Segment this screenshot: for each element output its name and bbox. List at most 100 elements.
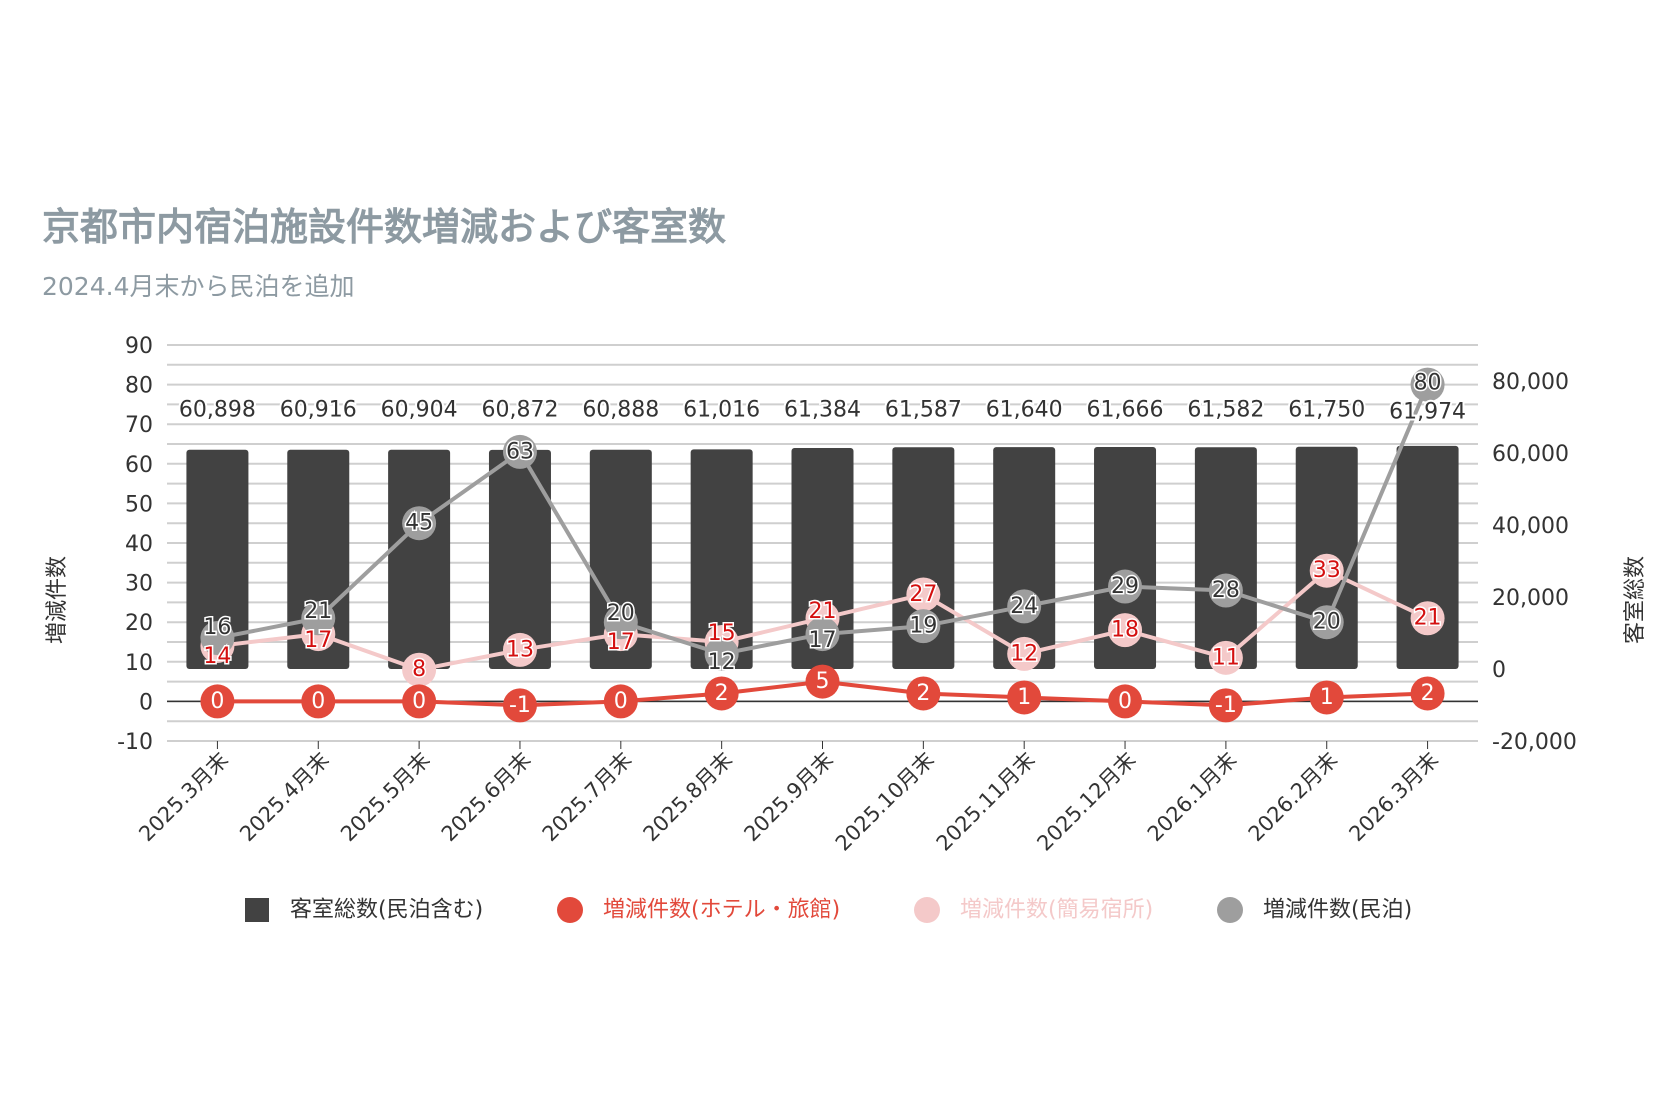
- bar: [1194, 447, 1257, 669]
- data-point: [502, 688, 537, 723]
- legend-swatch: [557, 897, 583, 923]
- left-axis-title: 増減件数: [45, 556, 70, 644]
- data-point: [603, 605, 638, 640]
- chart-subtitle: 2024.4月末から民泊を追加: [42, 272, 354, 301]
- point-data-label: 5: [816, 669, 830, 694]
- data-point: [1309, 553, 1344, 588]
- bar-data-label: 61,666: [1087, 398, 1164, 423]
- bar-data-label: 61,384: [784, 398, 861, 423]
- data-point: [502, 434, 537, 469]
- bar-data-label: 61,750: [1288, 398, 1365, 423]
- data-point: [1208, 688, 1243, 723]
- bar-data-label: 61,016: [683, 398, 760, 423]
- x-tick-label: 2025.12月末: [1032, 748, 1140, 856]
- bar-data-label: 60,904: [381, 398, 458, 423]
- point-data-label: 14: [203, 644, 231, 669]
- data-point: [1007, 636, 1042, 671]
- point-data-label: 33: [1313, 558, 1341, 583]
- data-point: [1108, 613, 1143, 648]
- point-data-label: 11: [1212, 645, 1240, 670]
- data-point: [502, 632, 537, 667]
- legend-swatch: [914, 897, 940, 923]
- x-tick-label: 2025.9月末: [739, 748, 838, 847]
- right-tick-label: 40,000: [1492, 514, 1569, 539]
- bar: [690, 449, 753, 669]
- x-tick-label: 2025.10月末: [831, 748, 939, 856]
- right-axis-title: 客室総数: [1623, 556, 1648, 644]
- point-data-label: 21: [1414, 606, 1442, 631]
- data-point: [1208, 573, 1243, 608]
- data-point: [402, 684, 437, 719]
- point-data-label: 28: [1212, 578, 1240, 603]
- bar: [892, 447, 955, 669]
- bar: [589, 449, 652, 669]
- right-tick-label: 20,000: [1492, 586, 1569, 611]
- bar: [488, 449, 551, 669]
- data-point: [301, 601, 336, 636]
- point-data-label: 2: [715, 681, 729, 706]
- point-data-label: -1: [509, 693, 531, 718]
- legend-label: 客室総数(民泊含む): [290, 898, 483, 923]
- bar-data-label: 60,898: [179, 398, 256, 423]
- bar-data-label: 60,872: [481, 398, 558, 423]
- legend-swatch: [1217, 897, 1243, 923]
- right-tick-label: 60,000: [1492, 442, 1569, 467]
- bar-data-label: 61,587: [885, 398, 962, 423]
- x-tick-label: 2025.6月末: [437, 748, 536, 847]
- point-data-label: 18: [1111, 618, 1139, 643]
- data-point: [1410, 367, 1445, 402]
- bar-series: [186, 445, 1459, 669]
- legend-swatch: [245, 898, 269, 922]
- point-data-label: 0: [614, 689, 628, 714]
- point-data-label: 0: [311, 689, 325, 714]
- data-point: [1108, 569, 1143, 604]
- data-point: [1410, 601, 1445, 636]
- point-data-label: 12: [708, 650, 736, 675]
- bar: [388, 449, 451, 669]
- bar: [1094, 447, 1157, 669]
- data-point: [200, 621, 235, 656]
- x-tick-label: 2026.1月末: [1143, 748, 1242, 847]
- point-data-label: 2: [1421, 681, 1435, 706]
- point-data-label: 15: [708, 621, 736, 646]
- left-tick-label: -10: [117, 730, 153, 755]
- point-data-label: 17: [607, 630, 635, 655]
- left-tick-label: 70: [125, 413, 153, 438]
- data-point: [402, 652, 437, 687]
- data-point: [805, 617, 840, 652]
- legend-label: 増減件数(簡易宿所): [960, 898, 1153, 923]
- data-point: [1410, 676, 1445, 711]
- bar-data-label: 61,582: [1187, 398, 1264, 423]
- point-data-label: 1: [1320, 685, 1334, 710]
- left-tick-label: 60: [125, 453, 153, 478]
- x-tick-label: 2025.3月末: [134, 748, 233, 847]
- data-point: [704, 636, 739, 671]
- x-tick-label: 2025.8月末: [639, 748, 738, 847]
- point-data-label: 0: [1118, 689, 1132, 714]
- left-tick-label: 30: [125, 572, 153, 597]
- point-data-label: 1: [1017, 685, 1031, 710]
- data-point: [1108, 684, 1143, 719]
- left-tick-label: 90: [125, 334, 153, 359]
- point-data-label: 29: [1111, 574, 1139, 599]
- data-point: [906, 609, 941, 644]
- right-tick-label: -20,000: [1492, 730, 1577, 755]
- x-tick-label: 2025.5月末: [336, 748, 435, 847]
- point-data-label: 12: [1010, 641, 1038, 666]
- point-data-label: 21: [809, 599, 837, 624]
- bar: [186, 449, 249, 669]
- left-tick-label: 0: [139, 690, 153, 715]
- data-labels: 60,898 60,916 60,904 60,872 60,888 61,016 61,3…: [177, 369, 1468, 718]
- point-data-label: 17: [304, 628, 332, 653]
- bar-data-label: 61,974: [1389, 399, 1466, 424]
- x-tick-label: 2025.11月末: [932, 748, 1040, 856]
- data-point: [1208, 640, 1243, 675]
- point-data-label: 80: [1414, 370, 1442, 395]
- data-point: [906, 676, 941, 711]
- point-data-label: 45: [405, 511, 433, 536]
- point-data-label: 8: [412, 657, 426, 682]
- point-data-label: 20: [607, 601, 635, 626]
- left-tick-label: 40: [125, 532, 153, 557]
- right-tick-label: 0: [1492, 658, 1506, 683]
